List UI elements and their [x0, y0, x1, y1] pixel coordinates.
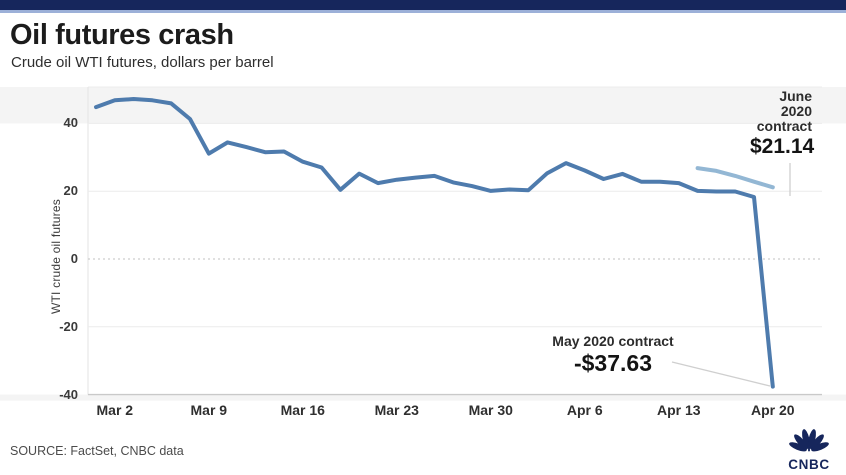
x-tick-label-apr-6: Apr 6 [566, 402, 603, 418]
top-navy-bar [0, 0, 846, 10]
top-bar-accent-strip [0, 10, 846, 13]
june-contract-annotation: June 2020 contract $21.14 [750, 88, 815, 159]
page-subtitle: Crude oil WTI futures, dollars per barre… [11, 54, 274, 71]
cnbc-peacock-icon [789, 429, 829, 452]
plot-svg [0, 86, 846, 401]
cnbc-wordmark: CNBC [788, 457, 830, 472]
page-title: Oil futures crash [10, 19, 234, 51]
y-tick-label-40: 40 [63, 115, 78, 131]
cnbc-logo: CNBC [780, 427, 838, 472]
may-contract-annotation: May 2020 contract -$37.63 [543, 334, 683, 377]
x-tick-label-mar-30: Mar 30 [468, 402, 513, 418]
x-tick-label-mar-16: Mar 16 [280, 402, 325, 418]
plot-bottom-margin-band [0, 394, 846, 401]
y-tick-label--20: -20 [59, 318, 78, 334]
may-annotation-leader-line [671, 361, 771, 387]
x-tick-label-mar-9: Mar 9 [190, 402, 228, 418]
chart-area: WTI crude oil futures June 2020 contract… [0, 80, 846, 425]
x-tick-label-mar-23: Mar 23 [374, 402, 419, 418]
y-tick-label--40: -40 [59, 386, 78, 402]
may-2020-contract-line [94, 97, 775, 389]
may-contract-label: May 2020 contract [552, 333, 674, 349]
may-contract-value: -$37.63 [573, 350, 652, 376]
june-contract-label: June 2020 contract [756, 88, 812, 134]
june-contract-value: $21.14 [750, 135, 815, 158]
x-tick-label-apr-13: Apr 13 [657, 402, 701, 418]
june-2020-contract-line [695, 166, 775, 190]
y-tick-label-0: 0 [70, 251, 78, 266]
plot-top-margin-band [0, 87, 846, 124]
x-tick-label-apr-20: Apr 20 [751, 402, 795, 418]
source-credit: SOURCE: FactSet, CNBC data [10, 444, 184, 458]
y-tick-label-20: 20 [63, 183, 78, 199]
x-tick-label-mar-2: Mar 2 [96, 402, 134, 418]
